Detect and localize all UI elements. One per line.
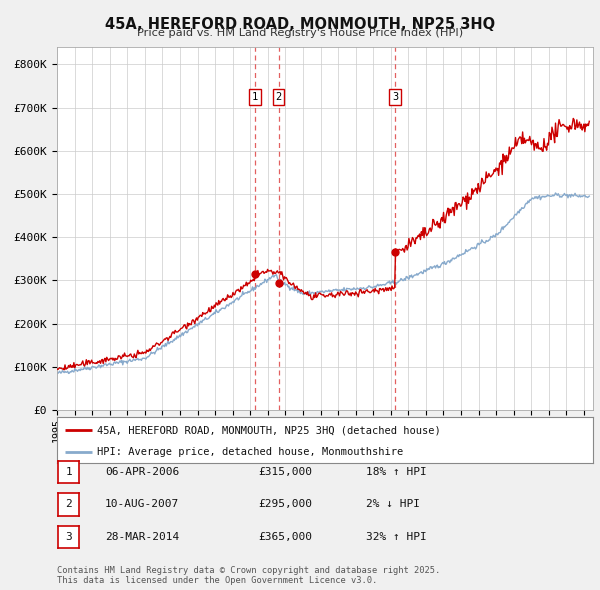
Text: £365,000: £365,000 (258, 532, 312, 542)
Text: 2: 2 (275, 92, 281, 102)
Text: 18% ↑ HPI: 18% ↑ HPI (366, 467, 427, 477)
Text: 3: 3 (392, 92, 398, 102)
Text: Price paid vs. HM Land Registry's House Price Index (HPI): Price paid vs. HM Land Registry's House … (137, 28, 463, 38)
Text: Contains HM Land Registry data © Crown copyright and database right 2025.
This d: Contains HM Land Registry data © Crown c… (57, 566, 440, 585)
Text: 45A, HEREFORD ROAD, MONMOUTH, NP25 3HQ (detached house): 45A, HEREFORD ROAD, MONMOUTH, NP25 3HQ (… (97, 425, 441, 435)
Text: 28-MAR-2014: 28-MAR-2014 (105, 532, 179, 542)
Text: 1: 1 (252, 92, 258, 102)
Text: 10-AUG-2007: 10-AUG-2007 (105, 500, 179, 509)
Text: 45A, HEREFORD ROAD, MONMOUTH, NP25 3HQ: 45A, HEREFORD ROAD, MONMOUTH, NP25 3HQ (105, 17, 495, 31)
Text: HPI: Average price, detached house, Monmouthshire: HPI: Average price, detached house, Monm… (97, 447, 403, 457)
Text: 06-APR-2006: 06-APR-2006 (105, 467, 179, 477)
Text: 32% ↑ HPI: 32% ↑ HPI (366, 532, 427, 542)
Text: £295,000: £295,000 (258, 500, 312, 509)
Text: £315,000: £315,000 (258, 467, 312, 477)
Text: 2% ↓ HPI: 2% ↓ HPI (366, 500, 420, 509)
Text: 1: 1 (65, 467, 72, 477)
Text: 3: 3 (65, 532, 72, 542)
Text: 2: 2 (65, 500, 72, 509)
